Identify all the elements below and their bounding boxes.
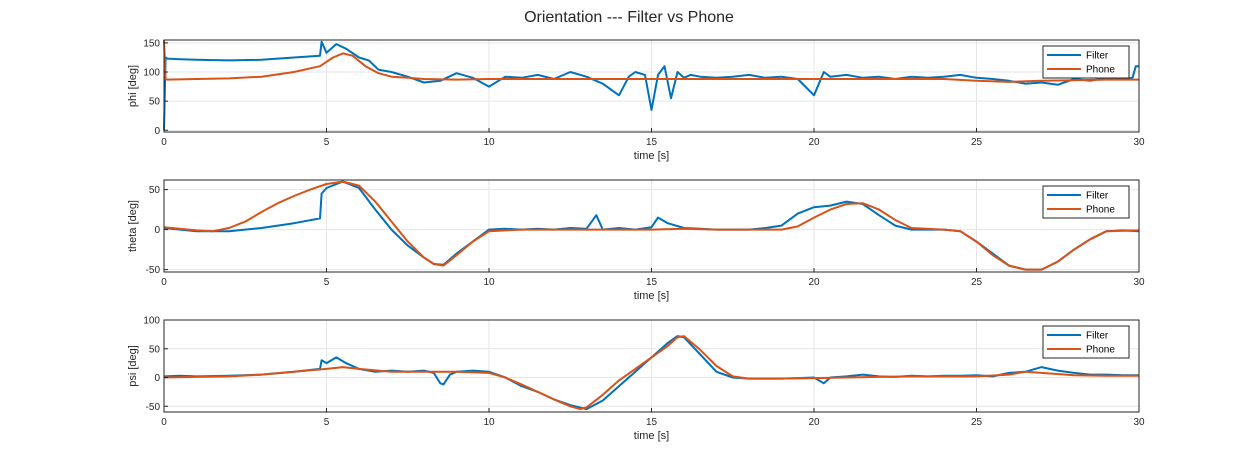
y-tick-label: 50 xyxy=(149,344,161,355)
x-axis-label: time [s] xyxy=(634,430,669,442)
legend-label-phone: Phone xyxy=(1086,345,1115,356)
series-line-phone xyxy=(163,180,1140,271)
y-tick-label: 0 xyxy=(154,126,160,137)
y-axis-label: phi [deg] xyxy=(127,65,139,107)
x-tick-label: 0 xyxy=(161,417,167,428)
x-tick-label: 0 xyxy=(161,277,167,288)
series-line-filter xyxy=(163,40,1139,131)
y-axis-label: theta [deg] xyxy=(127,200,139,252)
x-tick-label: 15 xyxy=(646,277,658,288)
y-tick-label: 50 xyxy=(149,97,161,108)
legend-label-filter: Filter xyxy=(1086,191,1109,202)
y-tick-label: 100 xyxy=(143,316,160,327)
legend-box xyxy=(1042,45,1130,79)
series-line-phone xyxy=(163,335,1139,411)
x-tick-label: 20 xyxy=(808,277,820,288)
x-tick-label: 20 xyxy=(808,417,820,428)
legend-label-filter: Filter xyxy=(1086,51,1109,62)
figure-title: Orientation --- Filter vs Phone xyxy=(524,9,734,26)
y-tick-label: 0 xyxy=(154,373,160,384)
y-tick-label: 50 xyxy=(149,185,161,196)
legend-label-phone: Phone xyxy=(1086,65,1115,76)
x-tick-label: 25 xyxy=(971,417,983,428)
x-tick-label: 10 xyxy=(483,277,495,288)
x-tick-label: 5 xyxy=(324,137,330,148)
x-tick-label: 30 xyxy=(1133,277,1145,288)
y-tick-label: 0 xyxy=(154,225,160,236)
y-tick-label: 100 xyxy=(143,68,160,79)
x-axis-label: time [s] xyxy=(634,150,669,162)
legend-label-filter: Filter xyxy=(1086,331,1109,342)
y-tick-label: -50 xyxy=(146,402,161,413)
x-tick-label: 15 xyxy=(646,137,658,148)
legend-box xyxy=(1042,325,1130,359)
x-tick-label: 10 xyxy=(483,417,495,428)
x-tick-label: 30 xyxy=(1133,137,1145,148)
y-tick-label: 150 xyxy=(143,38,160,49)
x-tick-label: 5 xyxy=(324,277,330,288)
x-tick-label: 25 xyxy=(971,277,983,288)
x-tick-label: 10 xyxy=(483,137,495,148)
y-tick-label: -50 xyxy=(146,265,161,276)
legend-box xyxy=(1042,185,1130,219)
y-axis-label: psi [deg] xyxy=(127,345,139,387)
x-tick-label: 5 xyxy=(324,417,330,428)
x-tick-label: 25 xyxy=(971,137,983,148)
x-axis-label: time [s] xyxy=(634,290,669,302)
subplot-1: 0 5 10 15 20 25 30 0 50 100 150 time [s] phi [deg] Fi… xyxy=(127,38,1145,162)
x-tick-label: 20 xyxy=(808,137,820,148)
series-line-phone xyxy=(163,39,1139,83)
legend-label-phone: Phone xyxy=(1086,205,1115,216)
x-tick-label: 15 xyxy=(646,417,658,428)
x-tick-label: 0 xyxy=(161,137,167,148)
x-tick-label: 30 xyxy=(1133,417,1145,428)
